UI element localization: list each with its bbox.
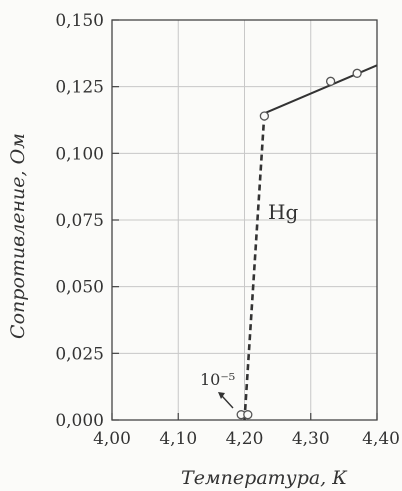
small-value-arrow [218, 392, 234, 409]
y-tick-label: 0,150 [55, 11, 104, 31]
material-label: Hg [268, 200, 298, 224]
y-tick-label: 0,025 [55, 344, 104, 364]
x-axis-ticks: 4,00 4,10 4,20 4,30 4,40 [93, 413, 400, 449]
y-tick-label: 0,075 [55, 211, 104, 231]
y-axis-title: Сопротивление, Ом [7, 133, 29, 339]
x-tick-label: 4,00 [93, 429, 131, 449]
data-point [243, 410, 253, 420]
points-layer [236, 68, 362, 420]
x-tick-label: 4,40 [362, 429, 400, 449]
x-axis-title: Температура, К [181, 467, 348, 489]
data-point [325, 76, 336, 86]
small-value-label: 10⁻⁵ [200, 370, 235, 389]
x-tick-label: 4,30 [292, 429, 330, 449]
y-tick-label: 0,100 [55, 144, 104, 164]
grid [111, 19, 378, 421]
y-axis-ticks: 0,000 0,025 0,050 0,075 0,100 0,125 0,150 [55, 11, 119, 431]
x-tick-label: 4,10 [159, 429, 197, 449]
y-tick-label: 0,125 [55, 78, 104, 98]
data-point [259, 111, 270, 121]
x-tick-label: 4,20 [226, 429, 264, 449]
y-tick-label: 0,050 [55, 278, 104, 298]
series-line-transition [243, 113, 266, 421]
y-tick-label: 0,000 [55, 411, 104, 431]
data-point [352, 68, 362, 78]
